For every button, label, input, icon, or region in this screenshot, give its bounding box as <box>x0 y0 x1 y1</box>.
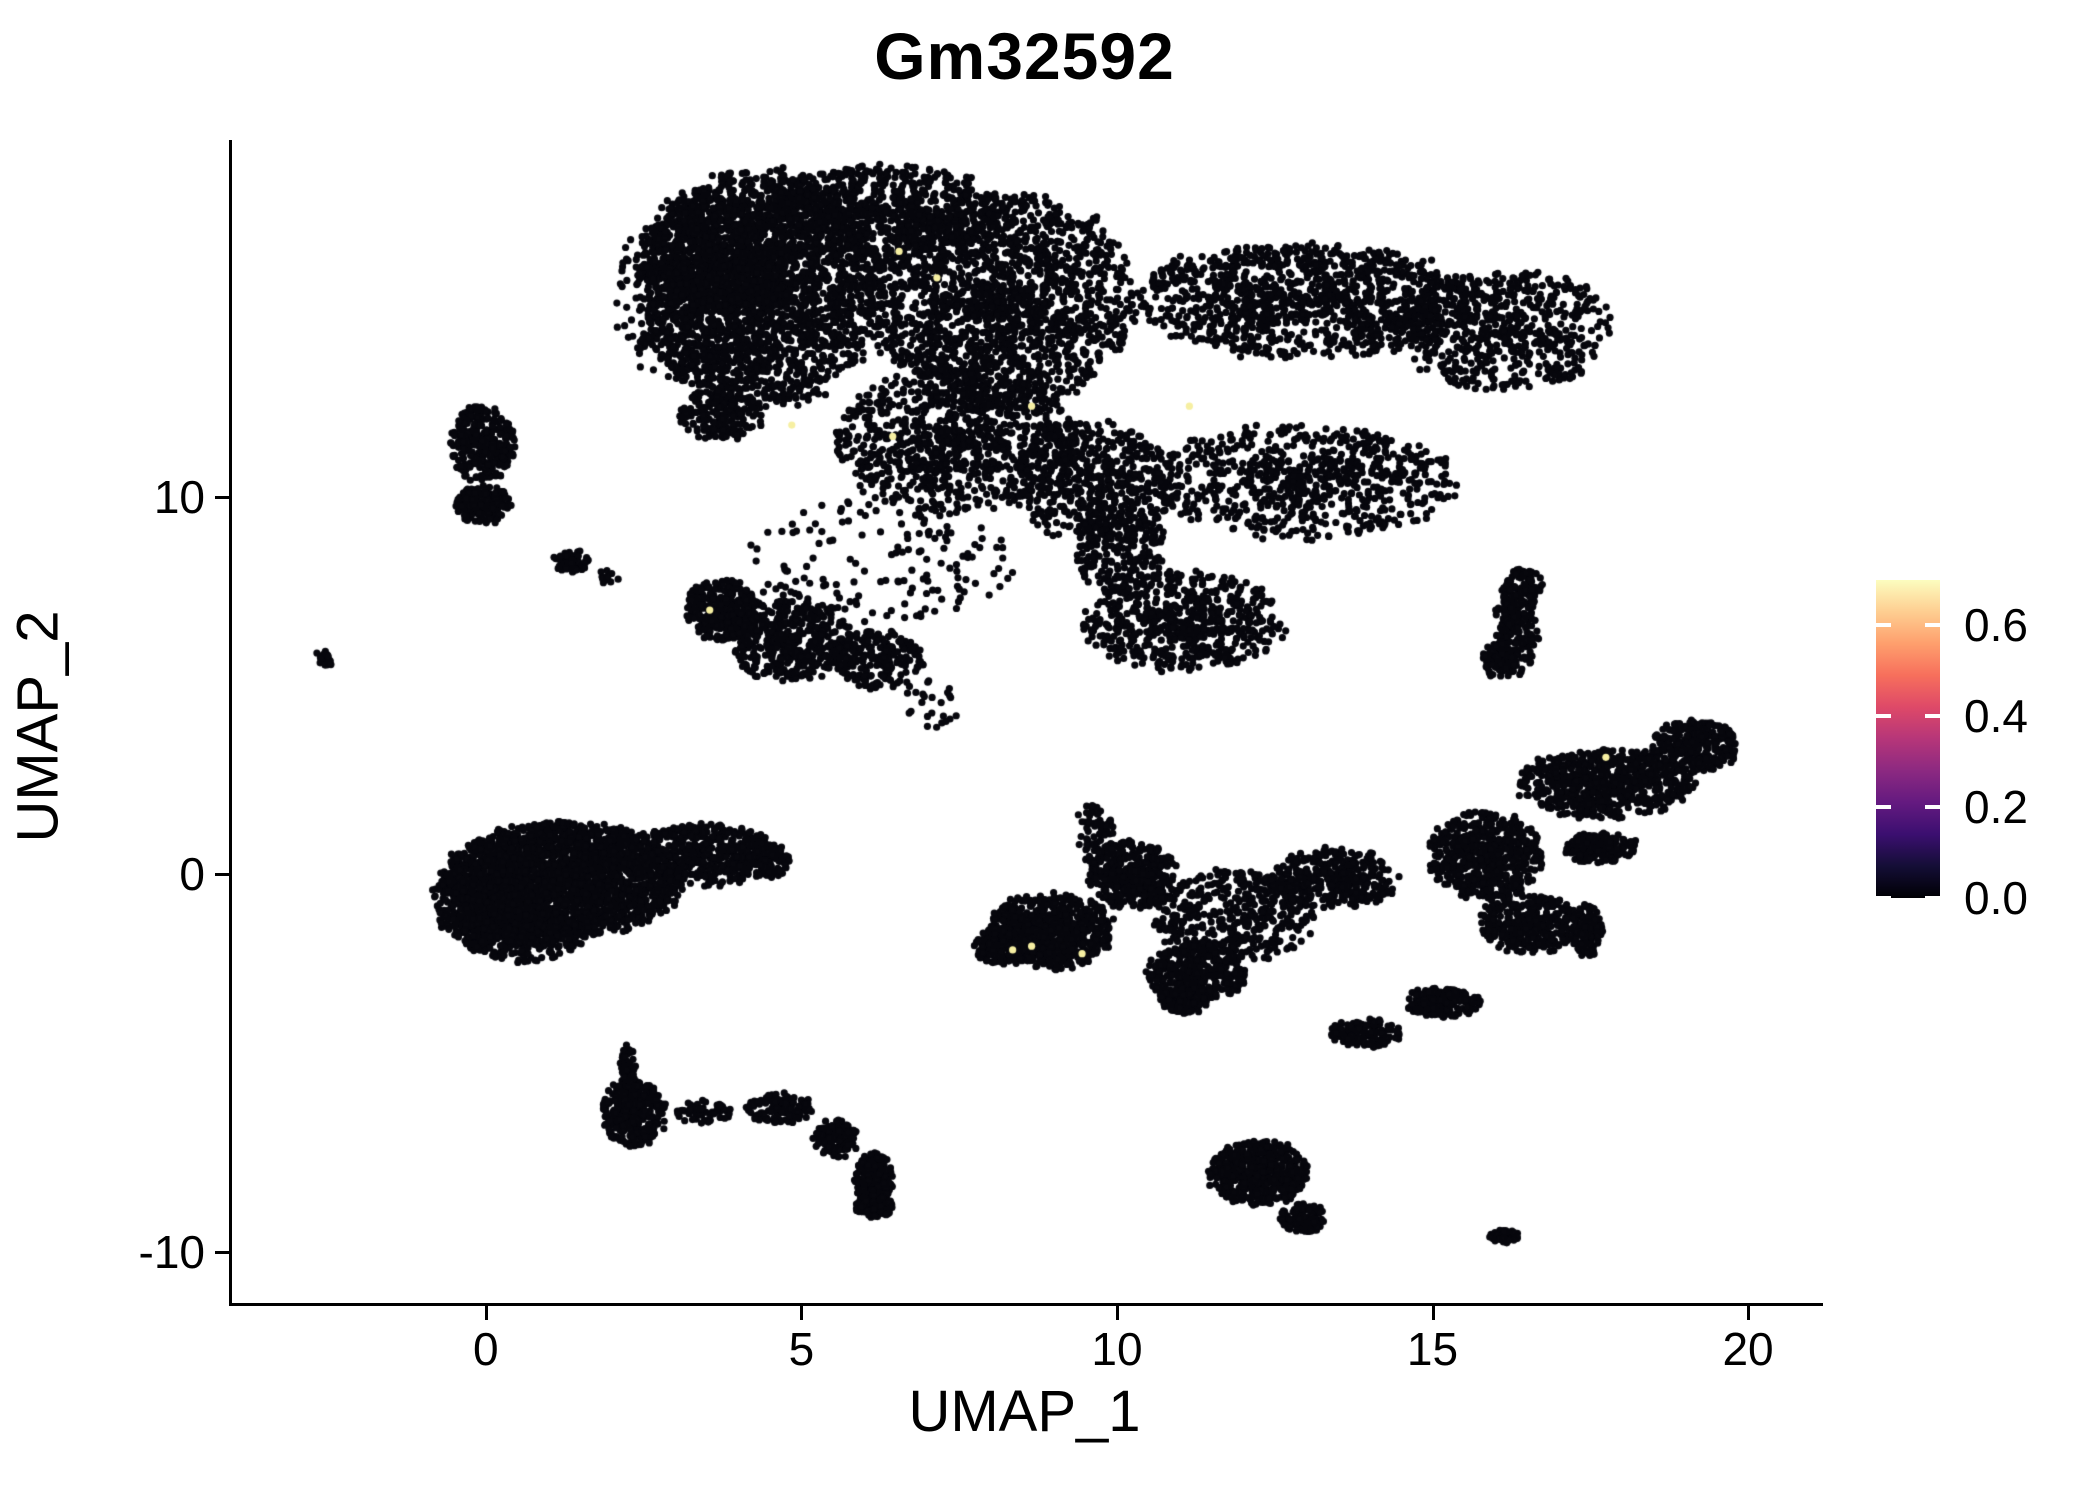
y-axis-label: UMAP_2 <box>5 610 71 843</box>
y-tick-mark <box>215 1251 229 1255</box>
umap-scatter-canvas <box>232 140 1823 1303</box>
x-tick-label: 20 <box>1722 1323 1774 1375</box>
x-tick-mark <box>800 1306 804 1320</box>
colorbar-tick-dash <box>1876 896 1891 900</box>
x-tick-mark <box>1747 1306 1751 1320</box>
colorbar-tick-dash <box>1876 714 1891 719</box>
x-tick-mark <box>1115 1306 1119 1320</box>
y-tick-label: -10 <box>138 1226 205 1279</box>
colorbar-tick-dash <box>1925 714 1940 719</box>
x-tick-label: 10 <box>1091 1323 1143 1375</box>
y-tick-mark <box>215 495 229 499</box>
colorbar-tick-dash <box>1925 623 1940 628</box>
colorbar-tick-label: 0.4 <box>1964 690 2028 743</box>
plot-title: Gm32592 <box>874 19 1175 93</box>
y-tick-label: 10 <box>153 470 205 523</box>
x-tick-label: 5 <box>788 1323 815 1375</box>
colorbar-tick-label: 0.0 <box>1964 872 2028 924</box>
x-tick-mark <box>484 1306 488 1320</box>
y-tick-mark <box>215 873 229 877</box>
x-axis-label: UMAP_1 <box>908 1379 1141 1444</box>
x-tick-mark <box>1431 1306 1435 1320</box>
colorbar-tick-dash <box>1876 623 1891 628</box>
x-tick-label: 15 <box>1406 1323 1459 1375</box>
colorbar-tick-dash <box>1925 805 1940 810</box>
colorbar-tick-dash <box>1925 896 1940 900</box>
colorbar-tick-dash <box>1876 805 1891 810</box>
colorbar-tick-label: 0.6 <box>1964 599 2028 652</box>
colorbar-tick-label: 0.2 <box>1964 781 2028 834</box>
y-tick-label: 0 <box>179 848 205 901</box>
plot-panel <box>229 140 1823 1306</box>
x-tick-label: 0 <box>473 1323 499 1375</box>
expression-colorbar <box>1876 580 1940 898</box>
